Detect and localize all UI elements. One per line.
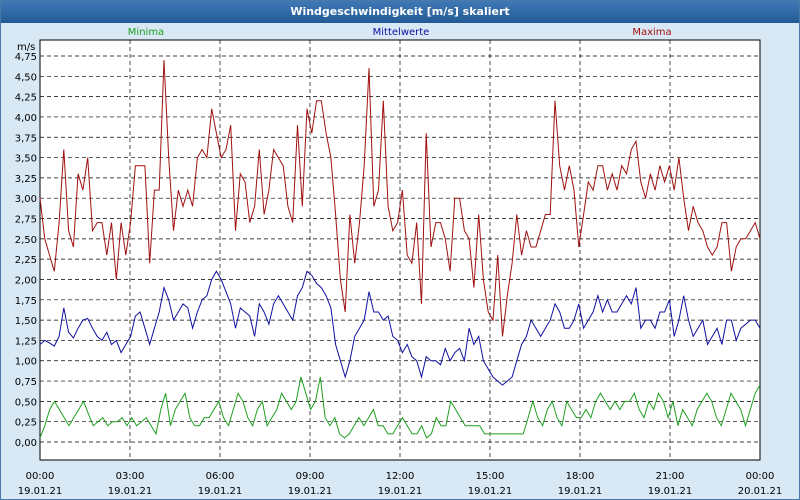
x-tick-date: 19.01.21 [108, 486, 153, 497]
y-tick-label: 4,50 [15, 72, 37, 83]
x-tick-date: 19.01.21 [648, 486, 693, 497]
y-axis-ticks: 0,00 0,25 0,50 0,75 1,00 1,25 1,50 1,75 2,00 2,25… [15, 52, 37, 449]
y-axis-label: m/s [17, 42, 35, 53]
y-tick-label: 2,50 [15, 235, 37, 246]
y-tick-label: 0,25 [15, 418, 37, 429]
x-tick-time: 21:00 [656, 471, 685, 482]
y-tick-label: 2,00 [15, 275, 37, 286]
y-tick-label: 1,25 [15, 336, 37, 347]
y-tick-label: 0,50 [15, 397, 37, 408]
y-tick-label: 4,25 [15, 93, 37, 104]
y-tick-label: 1,00 [15, 357, 37, 368]
x-tick-date: 19.01.21 [288, 486, 333, 497]
y-tick-label: 4,00 [15, 113, 37, 124]
y-tick-label: 2,75 [15, 215, 37, 226]
x-tick-date: 19.01.21 [378, 486, 423, 497]
x-tick-time: 00:00 [746, 471, 775, 482]
series-maxima [39, 60, 761, 337]
legend-item-maxima: Maxima [632, 27, 671, 38]
x-tick-date: 20.01.21 [738, 486, 783, 497]
y-tick-label: 1,50 [15, 316, 37, 327]
x-tick-time: 12:00 [386, 471, 415, 482]
x-axis-ticks: 00:00 19.01.21 03:00 19.01.21 06:00 19.01.21 0… [18, 471, 783, 497]
y-tick-label: 2,25 [15, 255, 37, 266]
y-tick-label: 0,00 [15, 438, 37, 449]
x-tick-time: 06:00 [206, 471, 235, 482]
y-tick-label: 3,00 [15, 194, 37, 205]
legend: Minima Mittelwerte Maxima [128, 27, 672, 38]
x-tick-time: 09:00 [296, 471, 325, 482]
series-lines [39, 60, 761, 439]
x-tick-time: 03:00 [116, 471, 145, 482]
legend-item-minima: Minima [128, 27, 164, 38]
y-tick-label: 3,50 [15, 154, 37, 165]
chart-title: Windgeschwindigkeit [m/s] skaliert [1, 1, 799, 23]
x-tick-date: 19.01.21 [18, 486, 63, 497]
x-tick-time: 15:00 [476, 471, 505, 482]
y-tick-label: 1,75 [15, 296, 37, 307]
series-mittelwerte [39, 270, 761, 386]
x-tick-time: 00:00 [26, 471, 55, 482]
x-tick-date: 19.01.21 [558, 486, 603, 497]
grid-lines [40, 40, 760, 460]
x-tick-date: 19.01.21 [198, 486, 243, 497]
y-tick-label: 4,75 [15, 52, 37, 63]
x-tick-date: 19.01.21 [468, 486, 513, 497]
y-tick-label: 0,75 [15, 377, 37, 388]
legend-item-mittelwerte: Mittelwerte [373, 27, 430, 38]
series-minima [39, 376, 761, 439]
x-tick-time: 18:00 [566, 471, 595, 482]
y-tick-label: 3,25 [15, 174, 37, 185]
y-tick-label: 3,75 [15, 133, 37, 144]
